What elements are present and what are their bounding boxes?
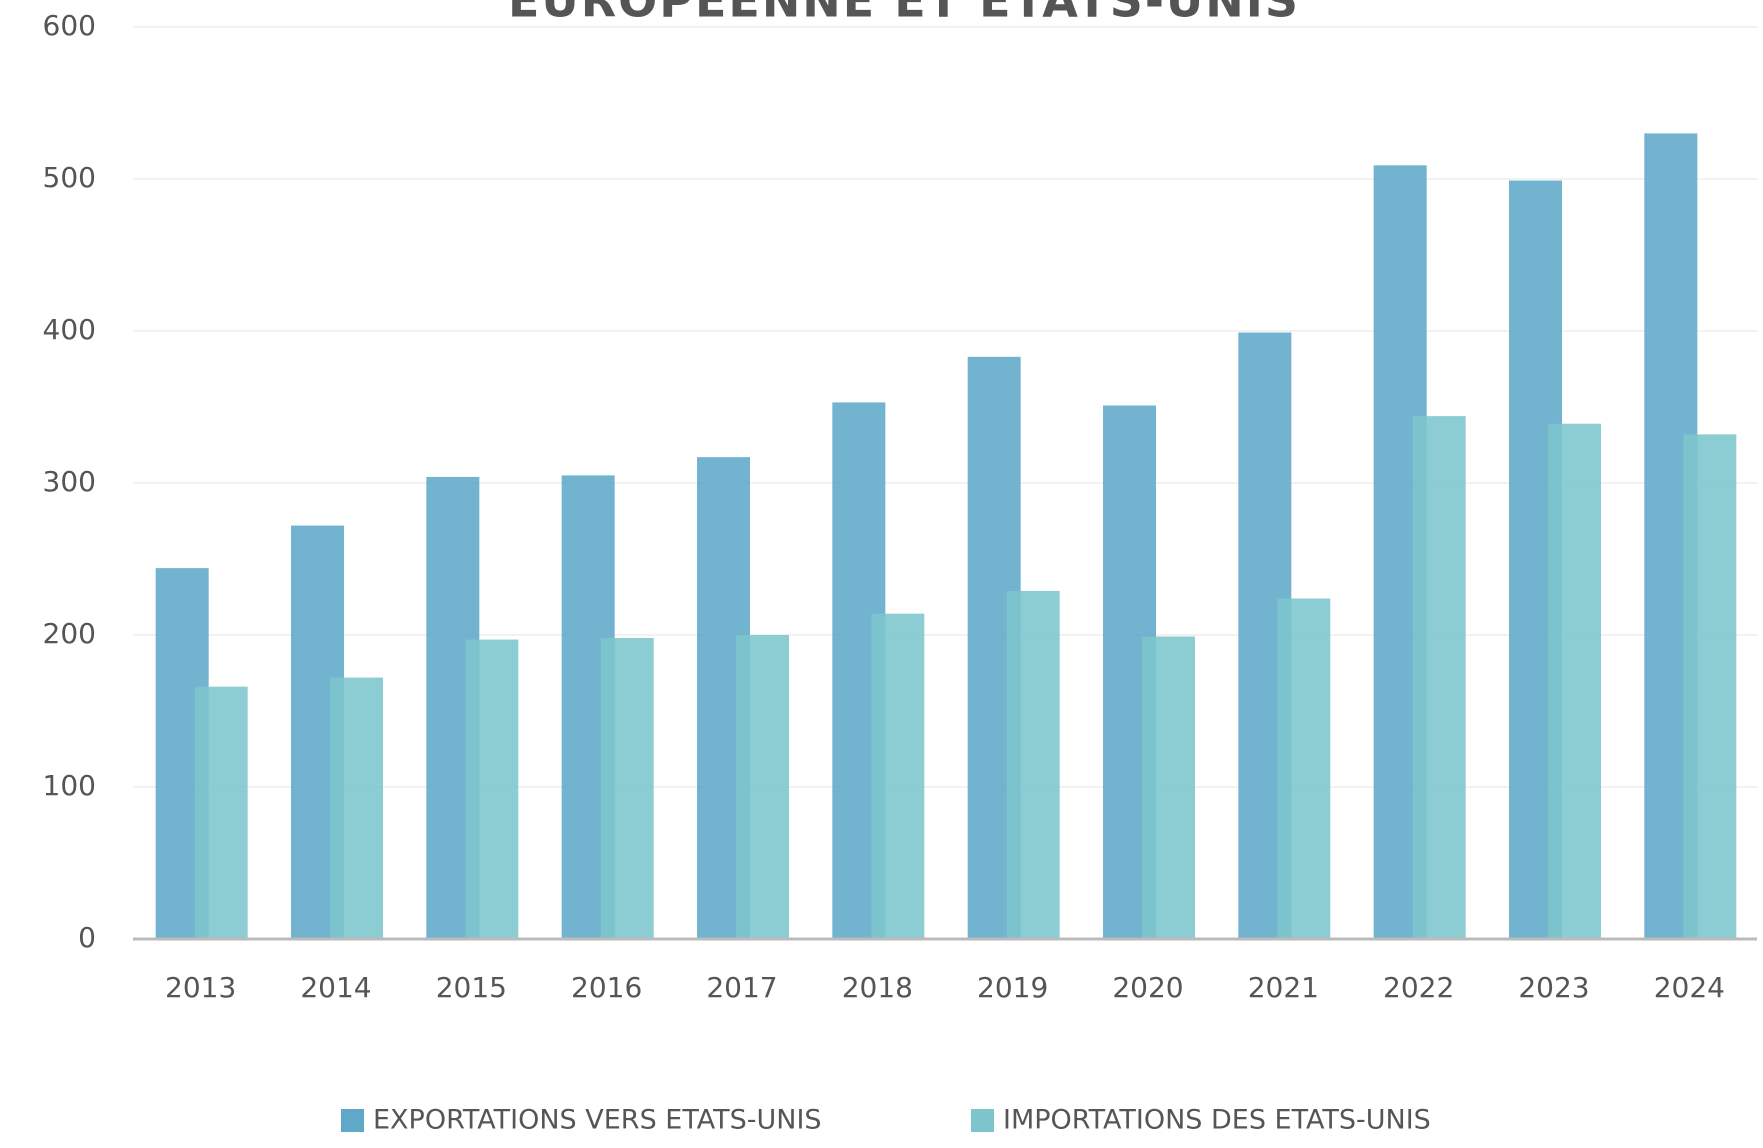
x-tick-label: 2022: [1383, 971, 1454, 1004]
y-tick-label: 600: [43, 9, 96, 42]
bar: [1142, 636, 1195, 939]
y-tick-label: 0: [78, 921, 96, 954]
y-tick-label: 200: [43, 617, 96, 650]
x-tick-label: 2024: [1654, 971, 1725, 1004]
bar: [871, 613, 925, 939]
bar: [736, 635, 789, 939]
x-tick-label: 2020: [1112, 971, 1183, 1004]
bar: [330, 677, 383, 939]
legend-label: IMPORTATIONS DES ETATS-UNIS: [1003, 1105, 1431, 1136]
x-tick-label: 2016: [571, 971, 642, 1004]
x-tick-label: 2023: [1518, 971, 1589, 1004]
bar: [194, 686, 248, 939]
bar: [465, 639, 519, 939]
x-tick-label: 2018: [842, 971, 913, 1004]
x-tick-label: 2017: [706, 971, 777, 1004]
legend-swatch: [341, 1109, 364, 1132]
y-tick-label: 500: [43, 161, 96, 194]
bar: [600, 638, 654, 939]
x-tick-label: 2019: [977, 971, 1048, 1004]
legend-label: EXPORTATIONS VERS ETATS-UNIS: [373, 1105, 822, 1136]
y-tick-label: 300: [43, 465, 96, 498]
x-tick-label: 2021: [1248, 971, 1319, 1004]
bar: [1412, 416, 1466, 939]
x-tick-label: 2014: [300, 971, 371, 1004]
bar: [1277, 598, 1331, 939]
bar: [1548, 423, 1601, 940]
x-tick-label: 2015: [436, 971, 507, 1004]
y-tick-label: 400: [43, 313, 96, 346]
y-tick-label: 100: [43, 769, 96, 802]
x-tick-label: 2013: [165, 971, 236, 1004]
legend-swatch: [971, 1109, 994, 1132]
chart-title: EUROPEENNE ET ETATS-UNIS: [508, 0, 1300, 28]
bar: [1683, 434, 1737, 939]
bar: [1006, 590, 1060, 939]
